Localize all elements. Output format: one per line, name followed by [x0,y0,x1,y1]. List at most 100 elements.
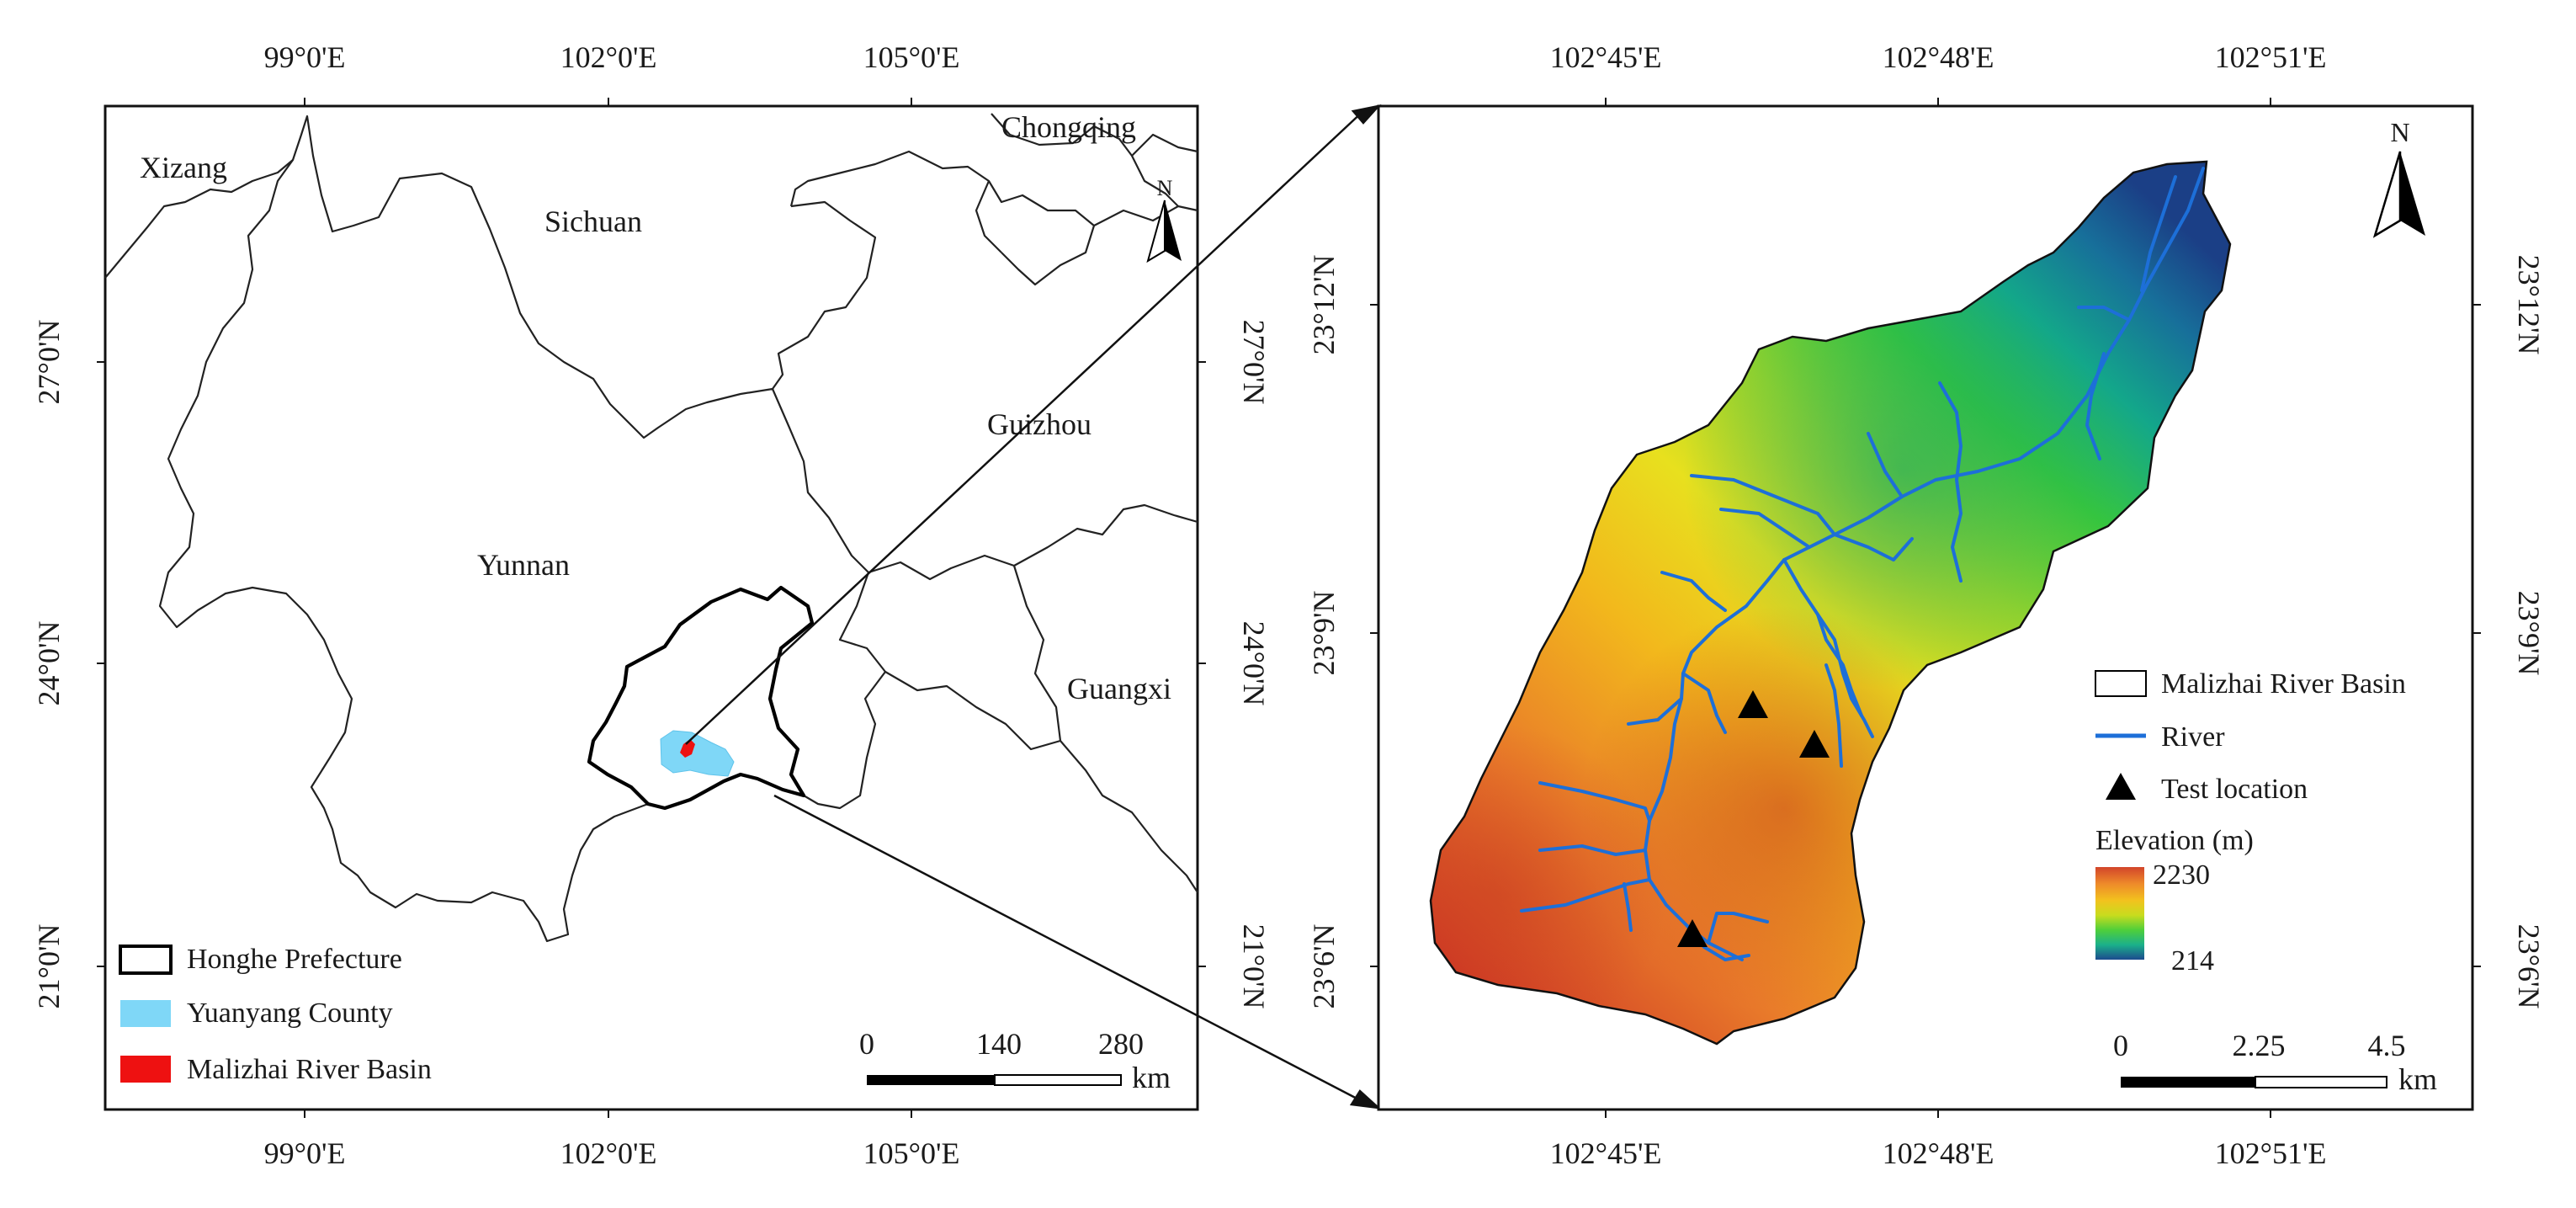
overview-bottom-tick-0: 99°0'E [264,1136,346,1170]
overview-scale-bar: 0 140 280 km [859,1027,1171,1094]
river-trib-18 [1520,878,1651,913]
detail-legend-elevation-title: Elevation (m) [2095,825,2254,856]
legend-swatch-yuanyang [120,1000,171,1027]
yuanyang-county [660,730,735,777]
test-location-3 [1677,919,1708,947]
chongqing-guizhou-boundary [975,180,1198,253]
detail-legend-label-basin: Malizhai River Basin [2161,668,2406,700]
detail-bottom-tick-1: 102°48'E [1883,1136,1994,1170]
basin-outline [1429,160,2232,1046]
north-arrow-icon-fill [1165,200,1182,261]
overview-scale-label-0: 0 [859,1027,874,1061]
detail-top-tick-1: 102°48'E [1883,40,1994,74]
label-guangxi: Guangxi [1067,672,1171,705]
malizhai-basin-mini [680,739,695,758]
legend-label-honghe: Honghe Prefecture [187,944,402,975]
overview-scale-label-2: 280 [1098,1027,1144,1061]
connector-line-top [685,109,1366,745]
overview-right-tick-1: 24°0'N [1237,621,1271,706]
river-trib-7 [1690,474,1836,536]
overview-bottom-tick-labels: 99°0'E 102°0'E 105°0'E [264,1136,960,1170]
detail-right-tick-0: 23°12'N [2512,255,2546,355]
river-trib-4 [1938,381,1963,482]
yunnan-boundary [158,114,887,943]
river-trib-3 [2085,352,2106,460]
zoom-connector [685,104,1382,1110]
connector-line-bottom [773,794,1366,1104]
detail-left-tick-1: 23°9'N [1307,591,1341,676]
test-location-2 [1799,730,1830,758]
arrow-head-top-icon [1351,104,1382,125]
river-trib-6 [1951,478,1963,583]
chongqing-boundary [991,113,1198,157]
detail-legend-label-river: River [2161,721,2225,753]
detail-top-tick-2: 102°51'E [2215,40,2327,74]
detail-bottom-tick-labels: 102°45'E 102°48'E 102°51'E [1550,1136,2327,1170]
label-xizang: Xizang [140,151,227,184]
overview-axis-ticks [97,98,1206,1118]
river-trib-10 [1782,558,1863,717]
overview-map: Xizang Sichuan Chongqing Guizhou Yunnan … [32,40,1271,1170]
overview-top-tick-labels: 99°0'E 102°0'E 105°0'E [264,40,960,74]
overview-top-tick-2: 105°0'E [863,40,960,74]
detail-north-label: N [2390,117,2409,147]
chongqing-east-boundary [1131,155,1179,207]
xizang-sichuan-boundary [104,159,294,279]
overview-scale-label-1: 140 [976,1027,1022,1061]
overview-left-tick-0: 27°0'N [32,320,66,405]
river-trib-13 [1660,571,1727,612]
detail-bottom-tick-0: 102°45'E [1550,1136,1662,1170]
overview-right-tick-labels: 27°0'N 24°0'N 21°0'N [1237,320,1271,1009]
overview-north-arrow: N [1146,176,1182,263]
detail-left-tick-labels: 23°12'N 23°9'N 23°6'N [1307,255,1341,1009]
overview-left-tick-1: 24°0'N [32,621,66,706]
river-trib-14 [1681,672,1727,734]
detail-scale-unit: km [2398,1062,2437,1096]
test-location-1 [1738,690,1768,718]
river-trib-16 [1538,781,1651,822]
detail-left-tick-0: 23°12'N [1307,255,1341,355]
overview-right-tick-0: 27°0'N [1237,320,1271,405]
detail-left-tick-2: 23°6'N [1307,924,1341,1009]
sichuan-guizhou-boundary [772,200,877,390]
detail-right-tick-1: 23°9'N [2512,591,2546,676]
legend-swatch-honghe [119,945,173,975]
river-trib-2 [2077,306,2131,322]
overview-map-frame [104,104,1199,1111]
overview-left-tick-labels: 27°0'N 24°0'N 21°0'N [32,320,66,1009]
detail-right-tick-labels: 23°12'N 23°9'N 23°6'N [2512,255,2546,1009]
detail-scale-bar: 0 2.25 4.5 km [2113,1029,2437,1096]
detail-map: N Malizhai River Basin River Test locati… [1307,40,2546,1170]
river-trib-19 [1623,882,1633,932]
detail-scale-segment-white [2255,1076,2387,1088]
overview-top-tick-1: 102°0'E [560,40,657,74]
overview-north-label: N [1157,176,1173,200]
river-main [1644,167,2205,961]
overview-right-tick-2: 21°0'N [1237,924,1271,1009]
detail-scale-label-2: 4.5 [2368,1029,2406,1062]
detail-legend-elev-max: 2230 [2153,859,2210,891]
river-trib-5 [1867,432,1904,498]
river-network [1520,167,2205,961]
river-trib-9 [1833,533,1914,561]
overview-bottom-tick-2: 105°0'E [863,1136,960,1170]
river-trib-20 [1707,912,1769,945]
detail-top-tick-labels: 102°45'E 102°48'E 102°51'E [1550,40,2327,74]
legend-label-basin: Malizhai River Basin [187,1054,432,1085]
river-trib-1 [2140,175,2177,292]
label-sichuan: Sichuan [544,205,642,238]
province-boundaries [104,113,1198,943]
label-chongqing: Chongqing [1001,110,1136,144]
arrow-head-bottom-icon [1349,1089,1382,1110]
detail-top-tick-0: 102°45'E [1550,40,1662,74]
detail-axis-ticks [1370,98,2481,1118]
test-locations [1677,690,1830,947]
guizhou-guangxi-boundary [868,503,1198,581]
detail-legend-elev-min: 214 [2171,945,2214,977]
detail-scale-segment-black [2121,1077,2255,1088]
overview-bottom-tick-1: 102°0'E [560,1136,657,1170]
label-yunnan: Yunnan [477,548,570,582]
detail-scale-label-0: 0 [2113,1029,2128,1062]
